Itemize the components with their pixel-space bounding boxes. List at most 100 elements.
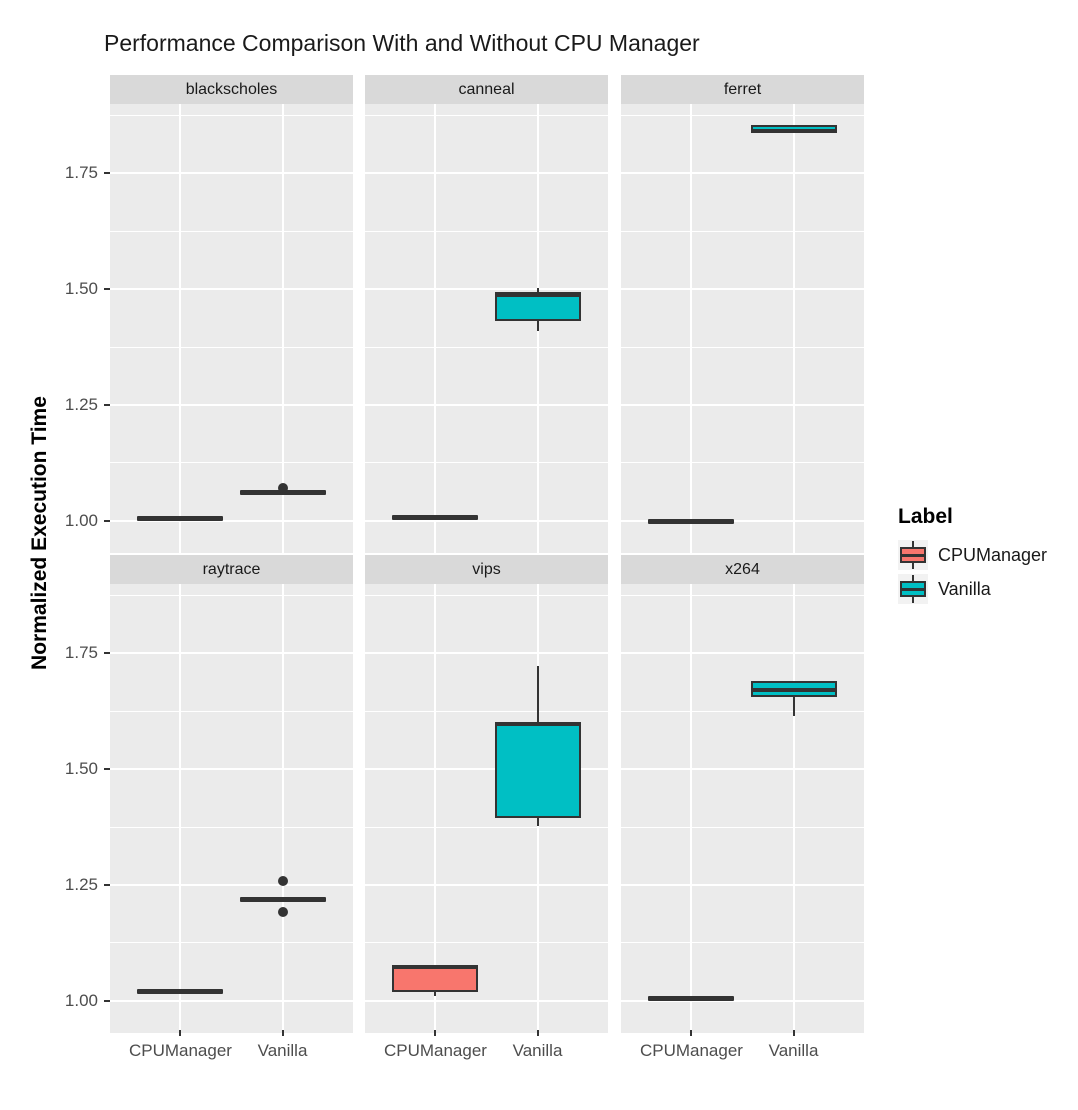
- gridline-minor: [621, 230, 864, 232]
- gridline-major: [621, 652, 864, 655]
- gridline-major: [621, 172, 864, 175]
- y-tick-label: 1.50: [64, 279, 98, 299]
- y-tick-mark: [104, 288, 110, 291]
- facet-panel-canneal: canneal: [365, 75, 608, 553]
- gridline-major: [365, 883, 608, 886]
- legend: Label CPUManager Vanilla: [898, 505, 1078, 615]
- gridline-minor: [110, 710, 353, 712]
- x-tick-mark: [281, 1030, 284, 1036]
- gridline-minor: [365, 942, 608, 944]
- median-line: [494, 293, 581, 298]
- box-cpumanager: [392, 965, 479, 992]
- gridline-major: [110, 652, 353, 655]
- y-tick-mark: [104, 999, 110, 1002]
- gridline-minor: [621, 346, 864, 348]
- gridline-major-vertical: [434, 104, 437, 553]
- median-line: [494, 721, 581, 726]
- legend-label: Vanilla: [938, 579, 991, 599]
- gridline-major: [365, 652, 608, 655]
- box-flat-vanilla: [239, 897, 326, 903]
- gridline-major: [110, 288, 353, 291]
- x-tick-mark: [536, 1030, 539, 1036]
- y-tick-mark: [104, 519, 110, 522]
- outlier-point: [277, 482, 288, 493]
- gridline-minor: [110, 462, 353, 464]
- gridline-minor: [621, 462, 864, 464]
- y-tick-mark: [104, 768, 110, 771]
- x-tick-mark: [179, 1030, 182, 1036]
- facet-row: raytrace vips x264: [110, 555, 864, 1033]
- x-tick-label-vanilla: Vanilla: [768, 1041, 819, 1060]
- gridline-major-vertical: [690, 584, 693, 1033]
- whisker-lower: [536, 320, 539, 331]
- gridline-major: [365, 403, 608, 406]
- gridline-major: [365, 519, 608, 522]
- plot-area-x264: [621, 584, 864, 1033]
- legend-whisker-lower: [912, 563, 914, 569]
- legend-label: CPUManager: [938, 545, 1048, 565]
- gridline-minor: [365, 710, 608, 712]
- gridline-major: [110, 768, 353, 771]
- plot-area-raytrace: [110, 584, 353, 1033]
- gridline-minor: [365, 230, 608, 232]
- y-tick-label: 1.75: [64, 163, 98, 183]
- gridline-minor: [621, 942, 864, 944]
- legend-whisker-upper: [912, 575, 914, 581]
- median-line: [750, 688, 837, 693]
- legend-entry-vanilla[interactable]: Vanilla: [898, 574, 1078, 604]
- chart-title: Performance Comparison With and Without …: [104, 30, 700, 56]
- plot-area-canneal: [365, 104, 608, 553]
- gridline-minor: [110, 826, 353, 828]
- plot-area-vips: [365, 584, 608, 1033]
- legend-entry-cpumanager[interactable]: CPUManager: [898, 540, 1078, 570]
- y-tick-label: 1.50: [64, 759, 98, 779]
- box-flat-vanilla: [239, 490, 326, 496]
- gridline-major-vertical: [179, 104, 182, 553]
- box-flat-cpumanager: [137, 515, 224, 521]
- legend-whisker-upper: [912, 541, 914, 547]
- gridline-major: [621, 999, 864, 1002]
- gridline-major-vertical: [690, 104, 693, 553]
- x-tick-label-cpumanager: CPUManager: [128, 1041, 232, 1060]
- legend-key-swatch: [898, 574, 928, 604]
- gridline-major: [110, 999, 353, 1002]
- x-tick-label-cpumanager: CPUManager: [383, 1041, 487, 1060]
- gridline-major: [621, 288, 864, 291]
- y-tick-mark: [104, 403, 110, 406]
- legend-median-line: [900, 588, 926, 591]
- gridline-minor: [365, 595, 608, 597]
- gridline-major: [365, 768, 608, 771]
- gridline-major: [110, 519, 353, 522]
- gridline-major: [365, 288, 608, 291]
- whisker-upper: [536, 665, 539, 722]
- y-tick-label: 1.25: [64, 394, 98, 414]
- x-tick-mark: [792, 1030, 795, 1036]
- x-tick-mark: [690, 1030, 693, 1036]
- facet-panel-raytrace: raytrace: [110, 555, 353, 1033]
- box-flat-cpumanager: [137, 989, 224, 995]
- whisker-lower: [434, 991, 437, 996]
- gridline-major: [365, 172, 608, 175]
- gridline-major-vertical: [792, 104, 795, 553]
- panel-strip-label: vips: [365, 555, 608, 584]
- panel-strip-label: raytrace: [110, 555, 353, 584]
- box-vanilla: [494, 721, 581, 818]
- box-flat-cpumanager: [648, 995, 735, 1001]
- gridline-major: [110, 403, 353, 406]
- gridline-minor: [365, 826, 608, 828]
- legend-key-swatch: [898, 540, 928, 570]
- facet-panel-x264: x264: [621, 555, 864, 1033]
- median-line: [750, 128, 837, 133]
- whisker-lower: [792, 697, 795, 717]
- panel-strip-label: x264: [621, 555, 864, 584]
- whisker-upper: [536, 287, 539, 293]
- facet-panel-vips: vips: [365, 555, 608, 1033]
- gridline-minor: [365, 115, 608, 117]
- y-tick-mark: [104, 883, 110, 886]
- gridline-major-vertical: [434, 584, 437, 1033]
- box-flat-cpumanager: [648, 518, 735, 524]
- median-line: [392, 964, 479, 969]
- gridline-minor: [110, 346, 353, 348]
- gridline-minor: [621, 826, 864, 828]
- gridline-major: [621, 768, 864, 771]
